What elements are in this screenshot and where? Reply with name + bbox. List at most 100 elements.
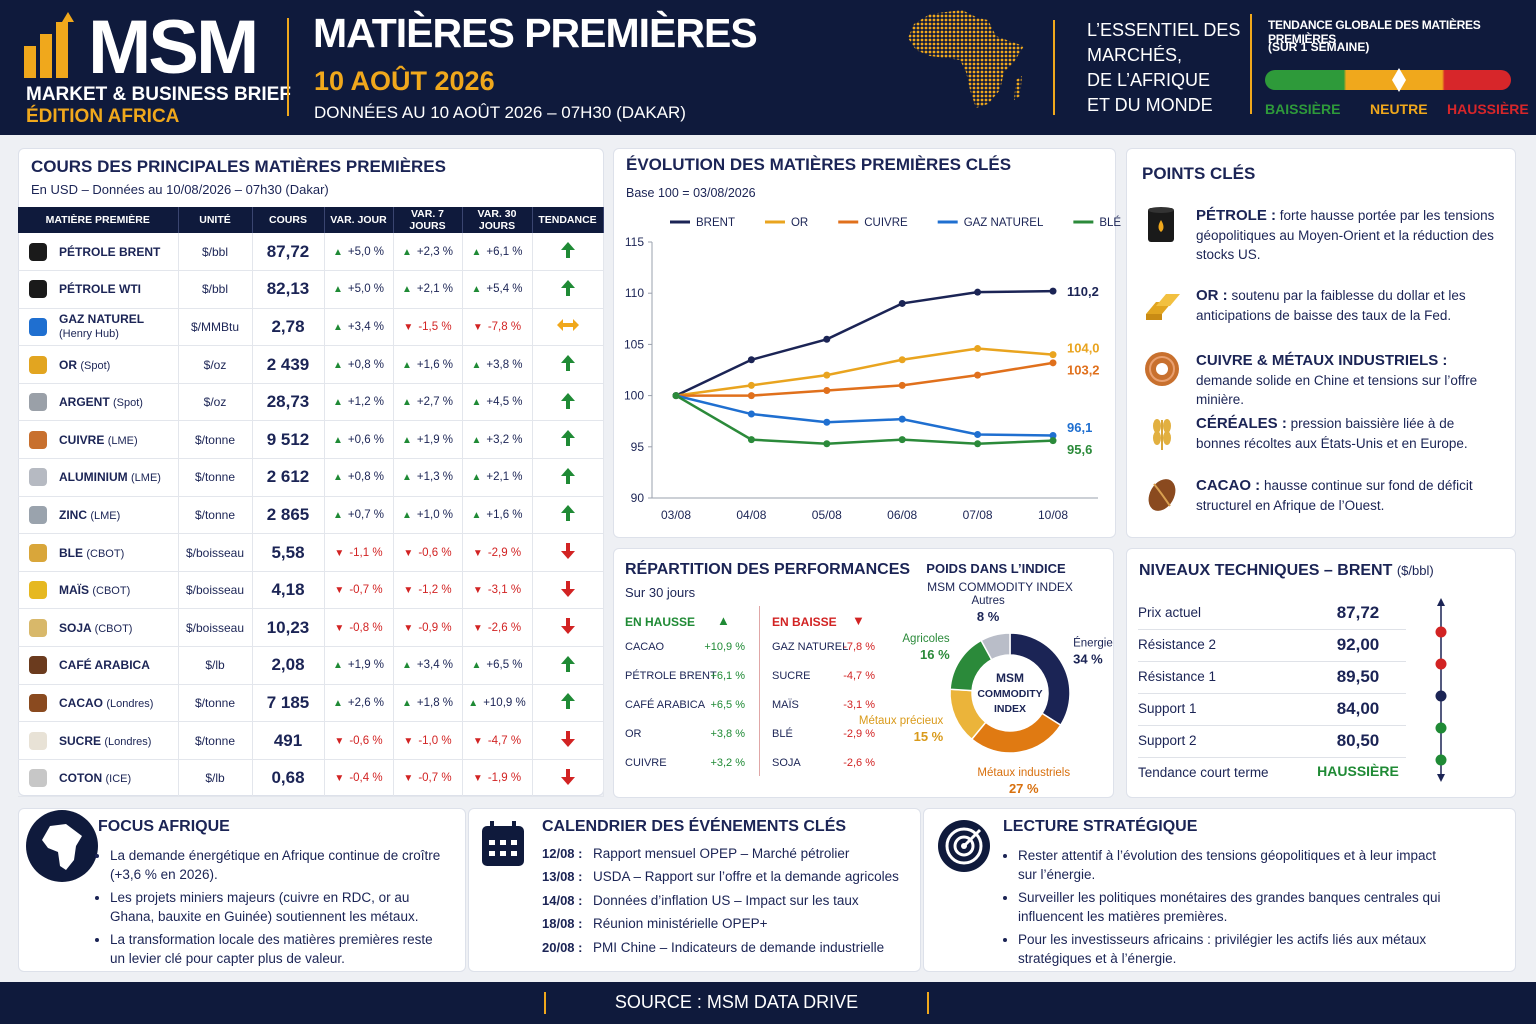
decoration [560, 693, 575, 710]
variation: +2,1 % [486, 471, 523, 484]
commodity-label: CAFÉ ARABICA [59, 658, 150, 672]
technical-unit: ($/bbl) [1396, 563, 1434, 578]
decoration [500, 851, 506, 856]
price: 2,08 [252, 646, 325, 685]
decoration [560, 505, 575, 522]
trend-label: NEUTRE [1370, 101, 1428, 117]
variation-arrow: ▼ [403, 321, 414, 333]
commodity-icon [29, 355, 47, 374]
event-text: PMI Chine – Indicateurs de demande indus… [593, 939, 885, 955]
keypoint-label: CUIVRE & MÉTAUX INDUSTRIELS : [1196, 352, 1448, 369]
variation-arrow: ▼ [472, 622, 483, 634]
keypoint-text: soutenu par la faiblesse du dollar et le… [1196, 288, 1466, 323]
variation-cell: ▲ +3,2 % [462, 420, 533, 460]
decoration [560, 430, 575, 447]
price: 87,72 [252, 233, 325, 272]
separator [1053, 20, 1055, 115]
variation-arrow: ▲ [332, 359, 343, 371]
unit: $/lb [178, 759, 253, 798]
variation-cell: ▼ -0,6 % [324, 721, 394, 760]
commodity-label: ALUMINIUM (LME) [59, 470, 161, 484]
trend-arrow [532, 646, 604, 685]
variation-cell: ▼ -1,2 % [393, 571, 463, 610]
variation-arrow: ▼ [403, 585, 414, 597]
decoration [482, 826, 524, 866]
table-row: GAZ NATUREL (Henry Hub) $/MMBtu 2,78 ▲ +3,4 %… [18, 308, 604, 347]
variation-cell: ▲ +2,1 % [393, 270, 463, 309]
price: 4,18 [252, 571, 325, 610]
commodity-cell: ZINC (LME) [18, 496, 179, 535]
keypoint-icon [1142, 474, 1182, 514]
commodity-name: BLE [59, 545, 83, 560]
variation-arrow: ▲ [468, 697, 479, 709]
variation-arrow: ▲ [332, 697, 343, 709]
commodity-label: SUCRE (Londres) [59, 734, 151, 748]
variation-cell: ▲ +2,6 % [324, 684, 394, 723]
performance-name: PÉTROLE BRENT [625, 670, 717, 682]
table-row: COTON (ICE) $/lb 0,68 ▼ -0,4 % ▼ -0,7 % ▼ -1,9 % [18, 759, 604, 798]
variation: -0,6 % [418, 546, 452, 559]
decoration [560, 655, 575, 672]
performance-arrow: ▲ [717, 613, 730, 628]
focus-bullets: La demande énergétique en Afrique contin… [96, 846, 451, 972]
commodity-icon [29, 280, 47, 299]
decoration [560, 392, 575, 409]
variation: +5,4 % [486, 283, 523, 296]
price: 10,23 [252, 608, 325, 648]
commodity-qualifier: (CBOT) [94, 622, 133, 635]
variation-arrow: ▲ [471, 472, 482, 484]
variation: +0,6 % [347, 433, 385, 446]
variation: -0,6 % [349, 734, 383, 747]
variation: -1,2 % [418, 584, 452, 597]
variation-cell: ▲ +1,0 % [393, 496, 463, 535]
commodity-cell: SUCRE (Londres) [18, 721, 179, 760]
decoration [560, 467, 575, 484]
commodity-cell: CAFÉ ARABICA [18, 646, 179, 685]
unit: $/oz [178, 345, 253, 384]
event-text: USDA – Rapport sur l’offre et la demande… [593, 869, 899, 885]
technical-title: NIVEAUX TECHNIQUES – BRENT ($/bbl) [1139, 562, 1434, 580]
unit: $/MMBtu [178, 308, 253, 347]
variation-arrow: ▼ [334, 622, 345, 634]
table-row: SOJA (CBOT) $/boisseau 10,23 ▼ -0,8 % ▼ -0,9 %… [18, 608, 604, 648]
variation: +5,0 % [347, 283, 385, 296]
commodity-qualifier: (LME) [107, 434, 138, 447]
variation: -0,7 % [349, 584, 383, 597]
table-row: CAFÉ ARABICA $/lb 2,08 ▲ +1,9 % ▲ +3,4 % ▲ +6,5 … [18, 646, 604, 685]
decoration [24, 46, 36, 78]
decoration [1163, 431, 1171, 445]
variation-arrow: ▼ [334, 773, 345, 785]
event-text: Rapport mensuel OPEP – Marché pétrolier [593, 846, 850, 861]
brand: MSM [88, 5, 259, 90]
commodity-cell: MAÏS (CBOT) [18, 571, 179, 610]
data-time: DONNÉES AU 10 AOÛT 2026 – 07H30 (DAKAR) [314, 103, 686, 122]
variation: +3,4 % [347, 320, 385, 333]
unit: $/tonne [178, 458, 253, 497]
commodity-qualifier: (Londres) [104, 735, 152, 748]
bullet: Pour les investisseurs africains : privi… [1018, 930, 1444, 968]
commodity-label: MAÏS (CBOT) [59, 583, 130, 597]
price: 0,68 [252, 759, 325, 798]
commodity-label: BLE (CBOT) [59, 546, 124, 560]
keypoint-icon [1142, 349, 1182, 389]
strategy-title: LECTURE STRATÉGIQUE [1003, 818, 1198, 835]
decoration [489, 851, 495, 856]
decoration [556, 319, 579, 332]
variation-cell: ▲ +5,4 % [462, 270, 533, 309]
bullet: Les projets miniers majeurs (cuivre en R… [110, 888, 451, 926]
bullet: Rester attentif à l’évolution des tensio… [1018, 846, 1444, 884]
variation: -1,0 % [418, 734, 452, 747]
keypoint: CUIVRE & MÉTAUX INDUSTRIELS : demande so… [1196, 351, 1496, 410]
keypoint-icon [1142, 204, 1182, 244]
column-header: COURS [252, 207, 325, 233]
variation: +1,6 % [416, 358, 454, 371]
trend-arrow [532, 533, 604, 572]
commodity-name: PÉTROLE WTI [59, 282, 141, 297]
commodity-name: OR [59, 357, 77, 372]
table-row: SUCRE (Londres) $/tonne 491 ▼ -0,6 % ▼ -1,0 % ▼… [18, 721, 604, 760]
commodity-cell: ARGENT (Spot) [18, 383, 179, 422]
variation: +1,6 % [486, 508, 523, 521]
variation: +0,8 % [347, 358, 385, 371]
variation-arrow: ▼ [403, 622, 414, 634]
variation-cell: ▼ -7,8 % [462, 308, 533, 347]
